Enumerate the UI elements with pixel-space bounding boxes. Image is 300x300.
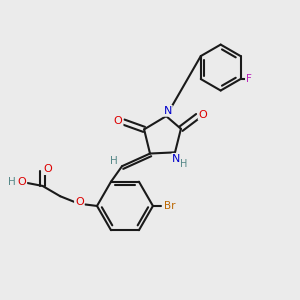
Text: O: O	[44, 164, 52, 174]
Text: F: F	[246, 74, 252, 84]
Text: O: O	[75, 197, 84, 207]
Text: H: H	[8, 176, 16, 187]
Text: H: H	[180, 158, 188, 169]
Text: O: O	[17, 176, 26, 187]
Text: Br: Br	[164, 201, 176, 211]
Text: N: N	[172, 154, 181, 164]
Text: H: H	[110, 156, 118, 166]
Text: N: N	[164, 106, 172, 116]
Text: O: O	[114, 116, 123, 126]
Text: O: O	[199, 110, 207, 120]
